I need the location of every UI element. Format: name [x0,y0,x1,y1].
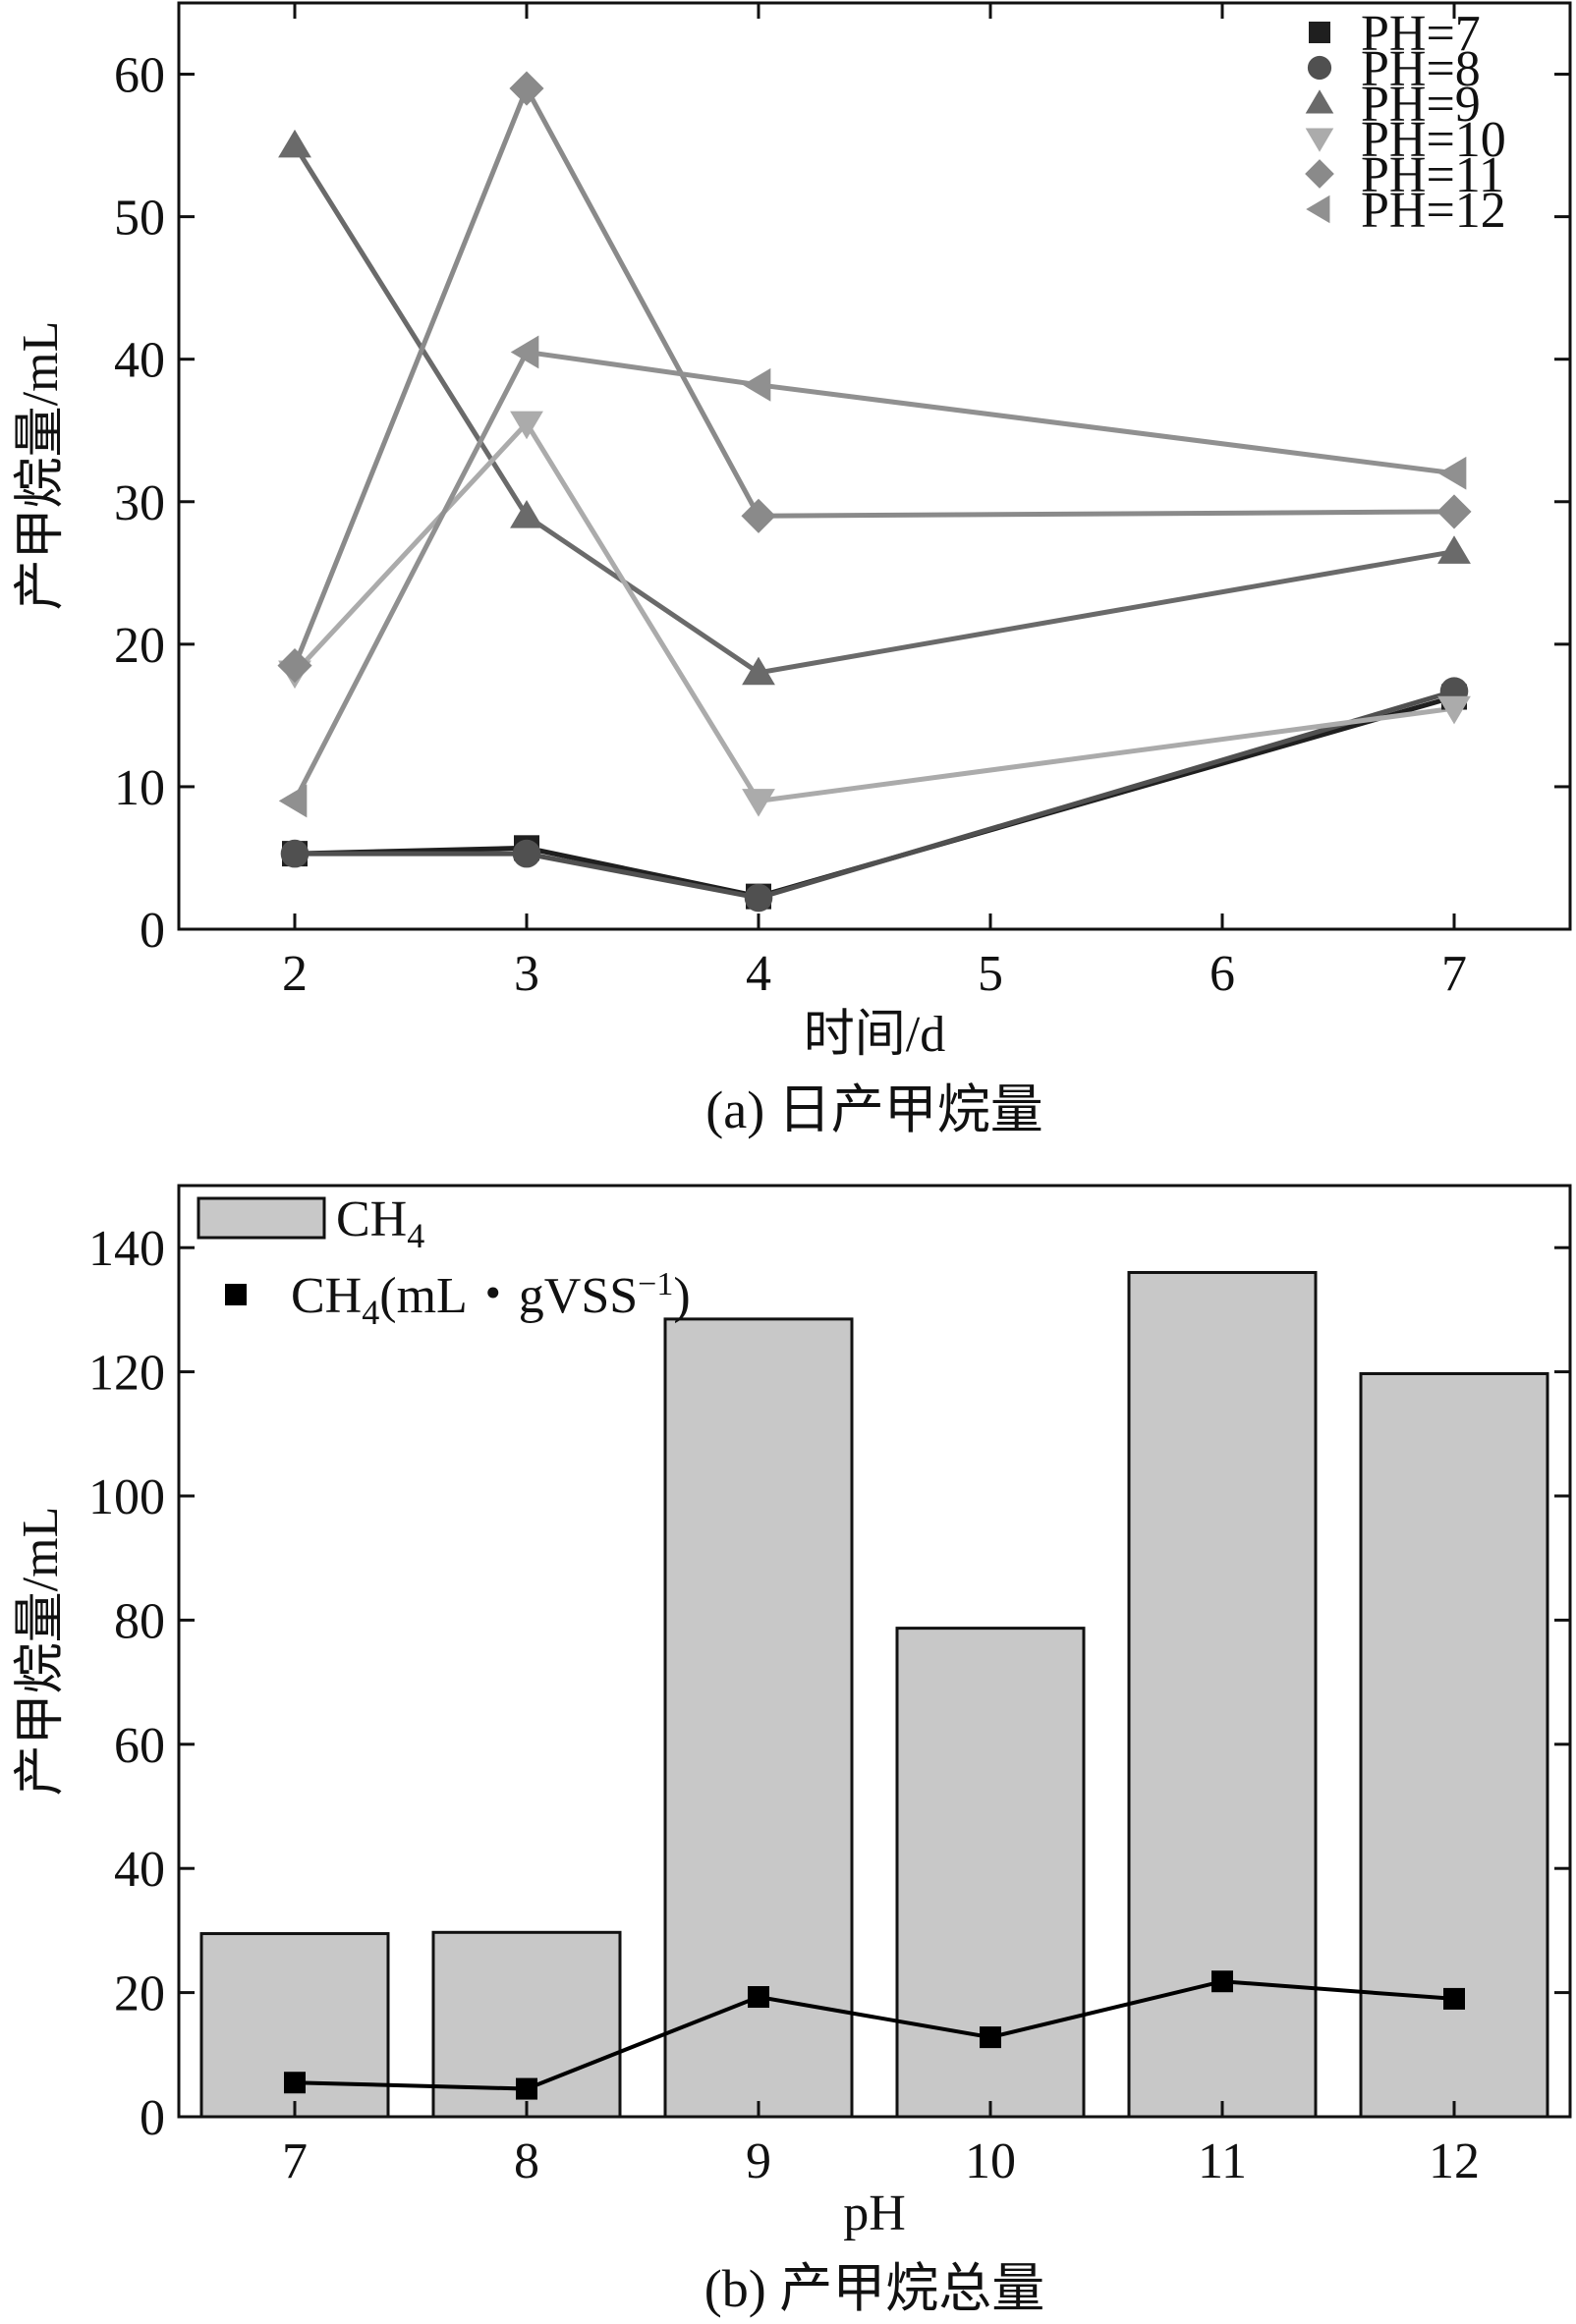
x-tick-label: 4 [746,946,771,1002]
data-point [1437,456,1467,490]
data-point [744,883,773,913]
x-tick-label: 5 [978,946,1003,1002]
legend-marker [1305,159,1334,189]
data-point [509,71,544,106]
panel-b-caption: (b) 产甲烷总量 [704,2259,1044,2318]
x-tick-label: 7 [282,2133,308,2189]
x-tick-label: 7 [1441,946,1467,1002]
data-point [510,335,539,369]
y-tick-label: 40 [114,333,165,389]
x-tick-label: 9 [746,2133,771,2189]
legend-label: PH=7 [1361,6,1481,62]
y-tick-label: 100 [88,1469,165,1525]
y-tick-label: 30 [114,475,165,531]
data-point [742,656,775,686]
legend-label: PH=10 [1361,112,1506,168]
panel-a-caption: (a) 日产甲烷量 [705,1080,1042,1139]
x-tick-label: 6 [1210,946,1235,1002]
series-line [294,1979,1455,2091]
legend-marker [1305,128,1334,152]
x-tick-label: 10 [965,2133,1016,2189]
series-line [293,418,1455,804]
y-tick-label: 0 [140,2090,165,2146]
panel-a-axis-ticks: 2 3 4 5 6 7 0 10 20 30 40 50 60 [114,3,1570,1002]
data-point [280,839,310,868]
series-line [292,83,1455,667]
y-tick-label: 80 [114,1593,165,1649]
legend-label: CH4(mL・gVSS−1) [291,1266,691,1332]
panel-a-x-axis-label: 时间/d [804,1007,945,1063]
data-point [1437,535,1471,564]
y-tick-label: 20 [114,1966,165,2022]
legend-label: PH=12 [1361,183,1506,239]
legend-marker [225,1284,247,1305]
legend-marker [1309,22,1330,43]
data-point [512,839,541,868]
legend-bar-swatch [197,1196,326,1240]
data-point [1437,695,1471,725]
data-point [748,1986,769,2009]
y-tick-label: 60 [114,1718,165,1774]
y-tick-label: 40 [114,1842,165,1898]
data-point [1211,1970,1233,1993]
data-point [741,498,776,533]
legend-marker [1305,89,1334,114]
panel-b-line-group [284,1970,1465,2100]
panel-a-y-axis-label: 产甲烷量/mL [13,321,69,611]
series-line [292,143,1455,676]
y-tick-label: 10 [114,760,165,816]
data-point [742,367,771,402]
x-tick-label: 3 [514,946,539,1002]
legend-marker [1306,194,1330,224]
series-line [294,694,1455,900]
legend-label: PH=9 [1361,77,1481,133]
bar [663,1317,854,2119]
series-line [292,349,1455,802]
series-line [295,689,1455,901]
data-point [980,2026,1001,2049]
data-point [510,411,543,440]
x-tick-label: 11 [1198,2133,1247,2189]
data-point [516,2077,537,2100]
legend-label: PH=11 [1361,147,1504,203]
legend-label: CH4 [336,1191,424,1255]
data-point [284,2072,306,2094]
y-tick-label: 140 [88,1221,165,1277]
legend-label: PH=8 [1361,41,1481,97]
panel-b-y-axis-label: 产甲烷量/mL [13,1507,69,1797]
panel-b-x-axis-label: pH [843,2186,906,2241]
data-point [1436,494,1472,529]
legend-marker [1307,55,1332,81]
data-point [742,789,775,817]
data-point [510,500,543,528]
x-tick-label: 12 [1429,2133,1480,2189]
y-tick-label: 60 [114,48,165,104]
data-point [1443,1987,1465,2010]
y-tick-label: 120 [88,1346,165,1402]
panel-a-plot-frame [177,1,1572,931]
data-point [278,784,308,818]
y-tick-label: 20 [114,618,165,674]
panel-b-plot-frame [177,1184,1572,2119]
y-tick-label: 50 [114,191,165,247]
data-point [278,129,311,158]
x-tick-label: 2 [282,946,308,1002]
y-tick-label: 0 [140,903,165,959]
panel-b-legend: CH4 CH4(mL・gVSS−1) [197,1191,691,1332]
panel-a-series-group [277,71,1472,913]
x-tick-label: 8 [514,2133,539,2189]
data-point [277,648,312,684]
